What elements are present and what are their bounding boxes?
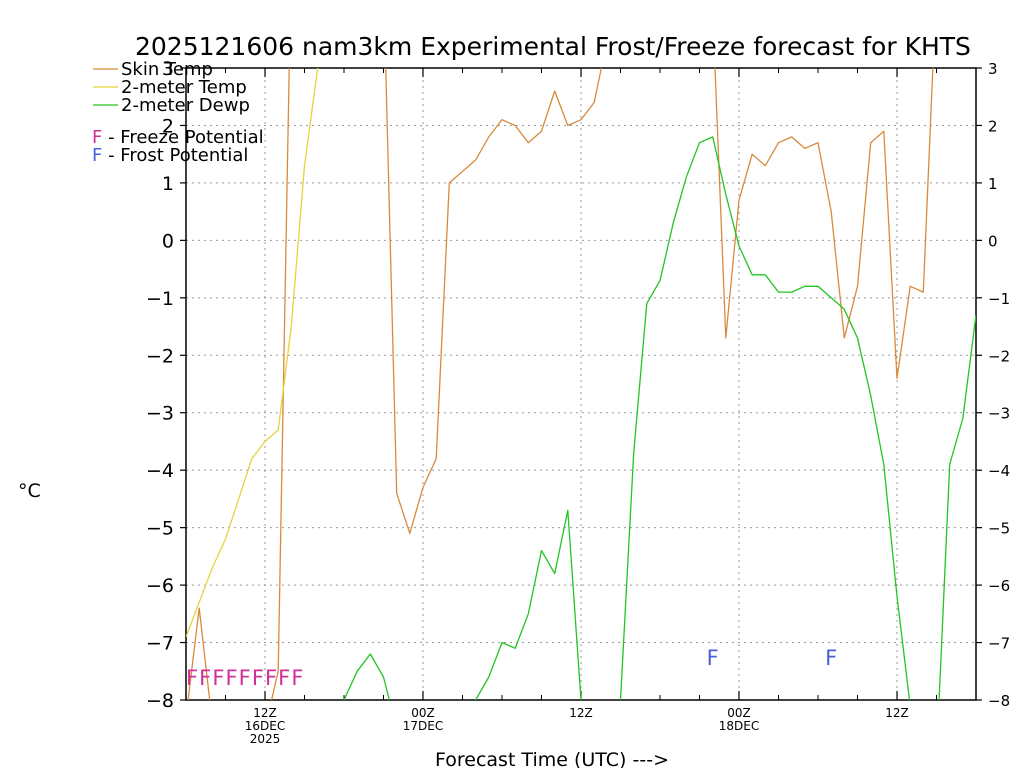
y-tick-label-right: −6 bbox=[988, 577, 1010, 595]
x-tick-label: 17DEC bbox=[403, 719, 443, 733]
y-tick-label-right: −2 bbox=[988, 347, 1010, 365]
legend-label: Skin Temp bbox=[121, 59, 213, 80]
y-axis-right: 3 2 1 0 −1 −2 −3 −4 −5 −6 −7 −8 bbox=[976, 60, 1010, 710]
potential-legend-label: - Frost Potential bbox=[102, 145, 248, 166]
y-tick-label: −4 bbox=[146, 460, 174, 482]
y-tick-label: 0 bbox=[162, 230, 174, 252]
x-tick-label: 00Z bbox=[727, 706, 751, 720]
y-tick-label-right: 2 bbox=[988, 117, 998, 135]
freeze-potential-marker: F bbox=[278, 666, 290, 690]
freeze-potential-marker: F bbox=[252, 666, 264, 690]
y-tick-label-right: −7 bbox=[988, 635, 1010, 653]
freeze-potential-marker: F bbox=[291, 666, 303, 690]
x-tick-label: 12Z bbox=[569, 706, 593, 720]
potential-legend-entry: F - Freeze Potential bbox=[92, 127, 264, 148]
freeze-potential-marker: F bbox=[199, 666, 211, 690]
y-tick-label: −1 bbox=[146, 288, 174, 310]
y-tick-label-right: 3 bbox=[988, 60, 998, 78]
potential-legend-label: - Freeze Potential bbox=[102, 127, 263, 148]
y-tick-label: −2 bbox=[146, 345, 174, 367]
series-line-skin-temp bbox=[187, 68, 934, 700]
potential-legend-glyph: F bbox=[92, 127, 102, 148]
y-tick-label: −7 bbox=[146, 633, 174, 655]
y-tick-label-right: 1 bbox=[988, 175, 998, 193]
y-tick-label: −3 bbox=[146, 403, 174, 425]
y-tick-label: −8 bbox=[146, 690, 174, 712]
x-tick-label: 18DEC bbox=[719, 719, 759, 733]
y-tick-label-right: −3 bbox=[988, 405, 1010, 423]
frost-potential-marker: F bbox=[707, 646, 719, 670]
y-axis-left: 3 2 1 0 −1 −2 −3 −4 −5 −6 −7 −8 bbox=[146, 58, 186, 712]
y-tick-label-right: 0 bbox=[988, 232, 998, 250]
y-tick-label-right: −5 bbox=[988, 520, 1010, 538]
x-tick-label: 12Z bbox=[253, 706, 277, 720]
series-line-2-meter-temp bbox=[186, 68, 319, 638]
y-tick-label: 3 bbox=[162, 58, 174, 80]
x-tick-label: 16DEC bbox=[245, 719, 285, 733]
chart-title: 2025121606 nam3km Experimental Frost/Fre… bbox=[135, 32, 971, 61]
y-tick-label: −6 bbox=[146, 575, 174, 597]
series-lines bbox=[186, 68, 976, 700]
x-tick-label: 00Z bbox=[411, 706, 435, 720]
y-tick-label-right: −8 bbox=[988, 692, 1010, 710]
freeze-potential-marker: F bbox=[212, 666, 224, 690]
frost-potential-marker: F bbox=[825, 646, 837, 670]
freeze-potential-marker: F bbox=[265, 666, 277, 690]
y-tick-label-right: −1 bbox=[988, 290, 1010, 308]
y-tick-label: 2 bbox=[162, 115, 174, 137]
x-tick-label: 12Z bbox=[885, 706, 909, 720]
y-axis-label: °C bbox=[18, 480, 41, 502]
y-tick-label: 1 bbox=[162, 173, 174, 195]
y-tick-label: −5 bbox=[146, 518, 174, 540]
x-tick-label: 2025 bbox=[250, 732, 281, 746]
freeze-potential-marker: F bbox=[186, 666, 198, 690]
x-axis-label: Forecast Time (UTC) ---> bbox=[435, 749, 669, 768]
freeze-potential-marker: F bbox=[239, 666, 251, 690]
legend-label: 2-meter Dewp bbox=[121, 95, 250, 116]
potential-legend-entry: F - Frost Potential bbox=[92, 145, 248, 166]
freeze-potential-marker: F bbox=[226, 666, 238, 690]
series-line-2-meter-dewp bbox=[343, 136, 976, 700]
potential-markers: F F F F F F F F FF F bbox=[186, 646, 837, 690]
potential-legend-glyph: F bbox=[92, 145, 102, 166]
y-tick-label-right: −4 bbox=[988, 462, 1010, 480]
legend-label: 2-meter Temp bbox=[121, 77, 247, 98]
